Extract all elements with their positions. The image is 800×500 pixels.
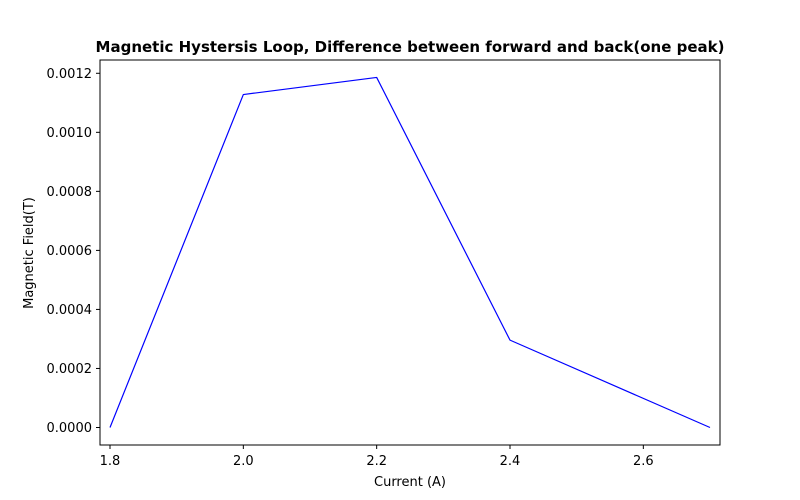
y-tick-label: 0.0008: [47, 185, 93, 200]
series-line-0: [109, 76, 711, 429]
y-axis-label: Magnetic Field(T): [22, 197, 37, 309]
x-tick-label: 2.4: [500, 454, 521, 469]
y-tick-label: 0.0000: [47, 421, 93, 436]
x-tick-label: 1.8: [100, 454, 121, 469]
y-tick-label: 0.0004: [47, 303, 93, 318]
x-tick-label: 2.6: [633, 454, 654, 469]
y-tick-label: 0.0006: [47, 244, 93, 259]
x-tick-label: 2.0: [233, 454, 254, 469]
y-tick-label: 0.0012: [47, 67, 93, 82]
x-axis-label: Current (A): [374, 475, 446, 490]
chart-title: Magnetic Hystersis Loop, Difference betw…: [96, 38, 725, 56]
y-tick-label: 0.0002: [47, 362, 93, 377]
x-tick-label: 2.2: [366, 454, 387, 469]
axes-frame: [99, 59, 721, 446]
plot-area: 1.8 2.0 2.2 2.4 2.6 0.0000 0.0002 0.0004 0.0006 0…: [47, 59, 721, 469]
y-tick-label: 0.0010: [47, 126, 93, 141]
